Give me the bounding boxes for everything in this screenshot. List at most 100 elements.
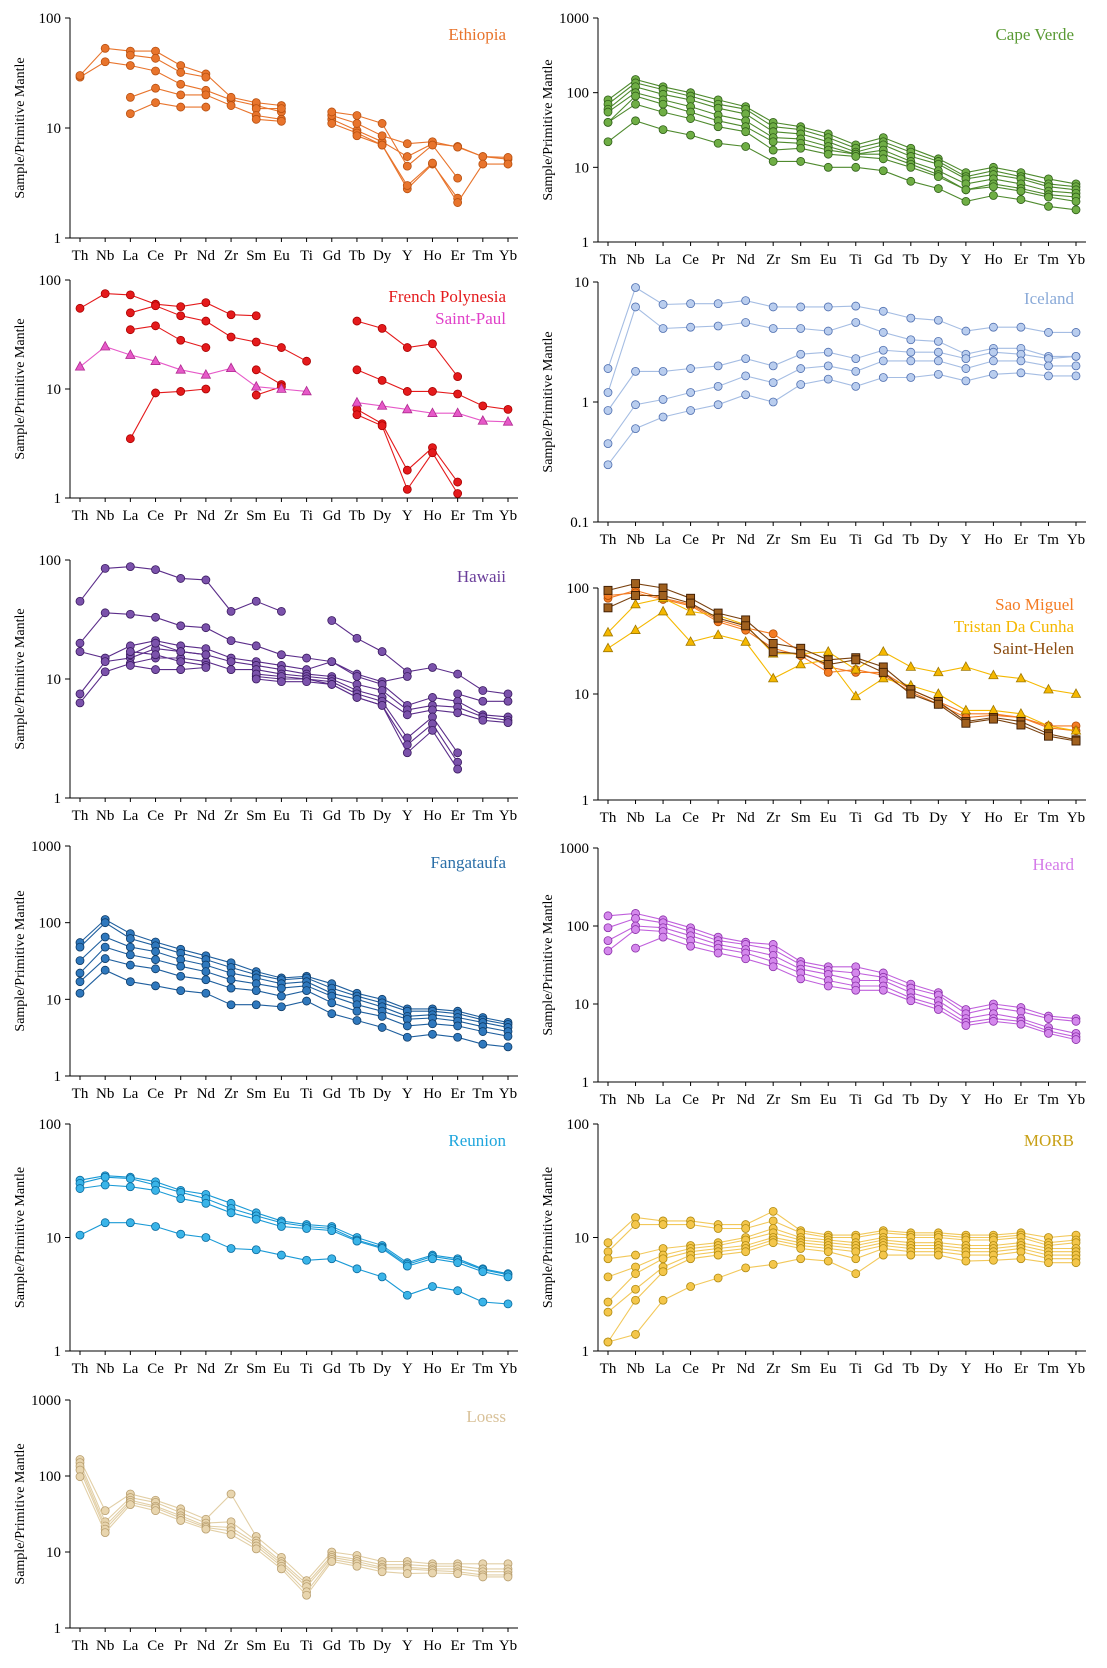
data-point [402,181,412,190]
y-tick-label: 10 [46,121,61,137]
x-tick-label-pr: Pr [174,808,187,824]
data-point [713,613,723,623]
series-8 [125,661,463,774]
data-point [933,336,943,346]
x-tick-label-ce: Ce [147,508,164,524]
data-point [823,326,833,336]
x-tick-label-zr: Zr [766,1092,780,1108]
data-point [125,562,135,572]
data-point [603,388,613,397]
x-tick-label-ti: Ti [849,810,862,826]
data-point [277,104,286,114]
data-point [100,57,110,67]
data-point [989,182,998,192]
y-tick-label: 1 [54,491,62,507]
data-point [988,704,999,715]
x-tick-label-nd: Nd [197,808,216,824]
data-point [658,324,668,333]
data-point [125,349,136,359]
x-tick-label-er: Er [451,1638,465,1654]
data-point [503,1572,513,1582]
data-point [226,636,236,646]
y-tick-label: 10 [46,382,61,398]
x-tick-label-la: La [655,252,671,268]
x-tick-label-er: Er [1014,810,1028,826]
data-point [100,932,110,942]
data-point [453,689,463,699]
data-point [603,1238,613,1248]
y-tick-label: 100 [39,916,62,932]
x-tick-label-pr: Pr [711,1361,724,1377]
data-point [933,347,943,357]
series-line [130,54,207,78]
x-tick-label-nb: Nb [626,532,644,548]
data-point [685,636,696,646]
x-tick-label-la: La [122,248,138,264]
x-tick-label-pr: Pr [174,1638,187,1654]
data-point [878,345,888,355]
data-point [251,365,261,375]
series-2 [75,43,513,162]
data-point [176,68,186,77]
data-point [822,645,834,656]
data-point [960,661,972,671]
x-tick-label-nb: Nb [626,1361,644,1377]
series-3 [125,50,463,183]
data-point [1071,1258,1081,1268]
data-point [503,1042,513,1052]
x-tick-label-yb: Yb [1067,532,1085,548]
data-point [686,1254,695,1264]
data-point [1070,688,1082,698]
y-tick-label: 100 [567,919,590,935]
data-point [658,583,668,593]
data-point [1044,1258,1053,1268]
series-line [607,103,1077,202]
chart-panel-2: 1 10 100 1000 Th Nb La Ce Pr Nd Zr Sm Eu Ti Gd Tb Dy Y Ho E… [541,11,1086,268]
x-tick-label-ho: Ho [984,532,1002,548]
data-point [1070,724,1082,735]
data-point [713,321,723,331]
y-tick-label: 1 [54,1069,62,1085]
legend-entry: MORB [1024,1131,1074,1150]
data-point [796,364,806,373]
x-tick-label-er: Er [1014,532,1028,548]
x-tick-label-tb: Tb [349,1638,366,1654]
data-point [151,955,160,964]
data-point [823,361,833,371]
data-point [302,1224,311,1233]
data-point [176,986,186,995]
series-line [607,925,1077,1034]
series-line [607,912,1077,1020]
series-line [607,583,1077,741]
data-point [151,964,160,974]
data-point [712,629,724,639]
x-tick-label-pr: Pr [174,1361,187,1377]
series-1 [603,283,1081,373]
x-tick-label-er: Er [1014,1092,1028,1108]
data-point [428,339,437,349]
data-point [478,1267,488,1277]
data-point [125,308,135,318]
data-point [478,159,488,169]
legend-entry: Hawaii [457,567,506,586]
x-tick-label-la: La [655,1361,671,1377]
data-point [175,363,186,374]
data-point [768,397,778,407]
data-point [1044,201,1053,211]
data-point [603,439,613,449]
data-point [1044,371,1053,381]
data-point [402,152,412,161]
data-point [176,1194,186,1204]
data-point [201,298,211,308]
data-point [377,647,387,656]
series-line [607,1232,1076,1278]
x-tick-label-tb: Tb [902,810,919,826]
y-axis-label: Sample/Primitive Mantle [13,608,28,749]
data-point [225,362,237,373]
data-point [630,624,641,634]
x-tick-label-yb: Yb [499,248,517,264]
series-line [607,305,1076,393]
x-tick-label-ho: Ho [423,1361,441,1377]
series-line [607,92,1077,194]
y-tick-label: 1 [54,791,62,807]
